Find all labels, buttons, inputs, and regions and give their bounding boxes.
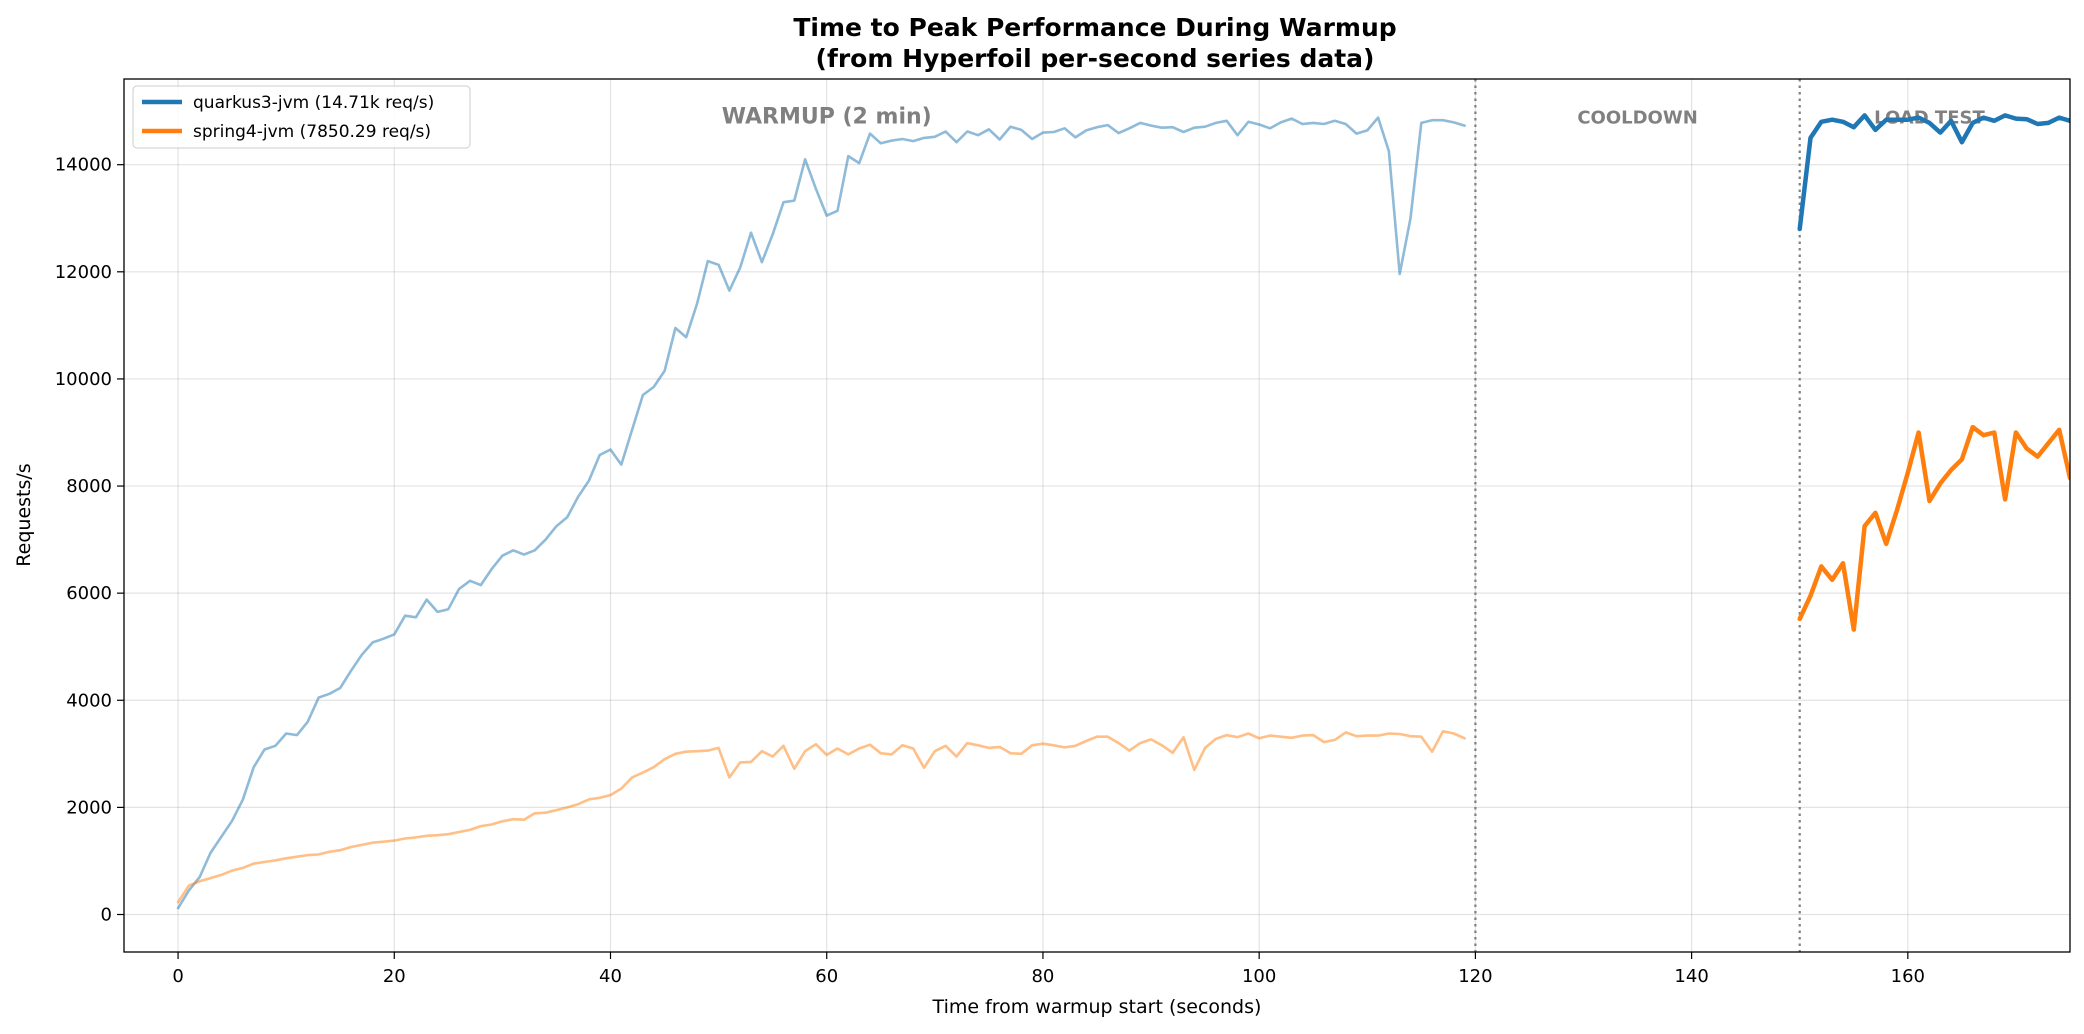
series-spring4-warmup-line [176,729,1466,904]
x-tick-label: 140 [1674,966,1708,987]
x-tick-label: 80 [1031,966,1054,987]
y-tick-label: 2000 [66,797,112,818]
y-tick-label: 10000 [55,369,112,390]
series-spring4-load-test-line [1797,424,2070,632]
phase-label-load-test: LOAD TEST [1874,107,1985,128]
y-tick-label: 0 [101,905,112,926]
plot-frame [123,78,2071,953]
x-tick-label: 120 [1458,966,1492,987]
x-tick-label: 40 [599,966,622,987]
x-tick-label: 60 [815,966,838,987]
x-tick-label: 20 [383,966,406,987]
series-quarkus3-warmup-line [176,116,1466,910]
x-tick-label: 160 [1891,966,1925,987]
legend-label-spring4: spring4-jvm (7850.29 req/s) [193,122,431,142]
y-tick-label: 12000 [55,262,112,283]
x-tick-label: 100 [1242,966,1276,987]
y-tick-label: 14000 [55,155,112,176]
legend: quarkus3-jvm (14.71k req/s) spring4-jvm … [132,85,471,149]
phase-label-cooldown: COOLDOWN [1577,107,1697,128]
y-tick-label: 6000 [66,583,112,604]
chart-title: Time to Peak Performance During Warmup [793,13,1396,42]
legend-box [132,85,471,149]
phase-markers: WARMUP (2 min) COOLDOWN LOAD TEST [722,79,1985,952]
chart-subtitle: (from Hyperfoil per-second series data) [816,44,1375,73]
y-axis-label: Requests/s [13,463,35,566]
grid-lines [124,79,2070,952]
data-series [176,113,2070,910]
x-axis-label: Time from warmup start (seconds) [932,996,1262,1018]
legend-label-quarkus3: quarkus3-jvm (14.71k req/s) [193,93,434,113]
y-tick-label: 8000 [66,476,112,497]
y-tick-label: 4000 [66,690,112,711]
axes: 0 20 40 60 80 100 120 140 160 0 2000 4000 6000 8000 10… [55,155,1925,987]
phase-label-warmup: WARMUP (2 min) [722,104,932,129]
series-quarkus3-load-test-line [1797,113,2070,232]
x-tick-label: 0 [172,966,183,987]
